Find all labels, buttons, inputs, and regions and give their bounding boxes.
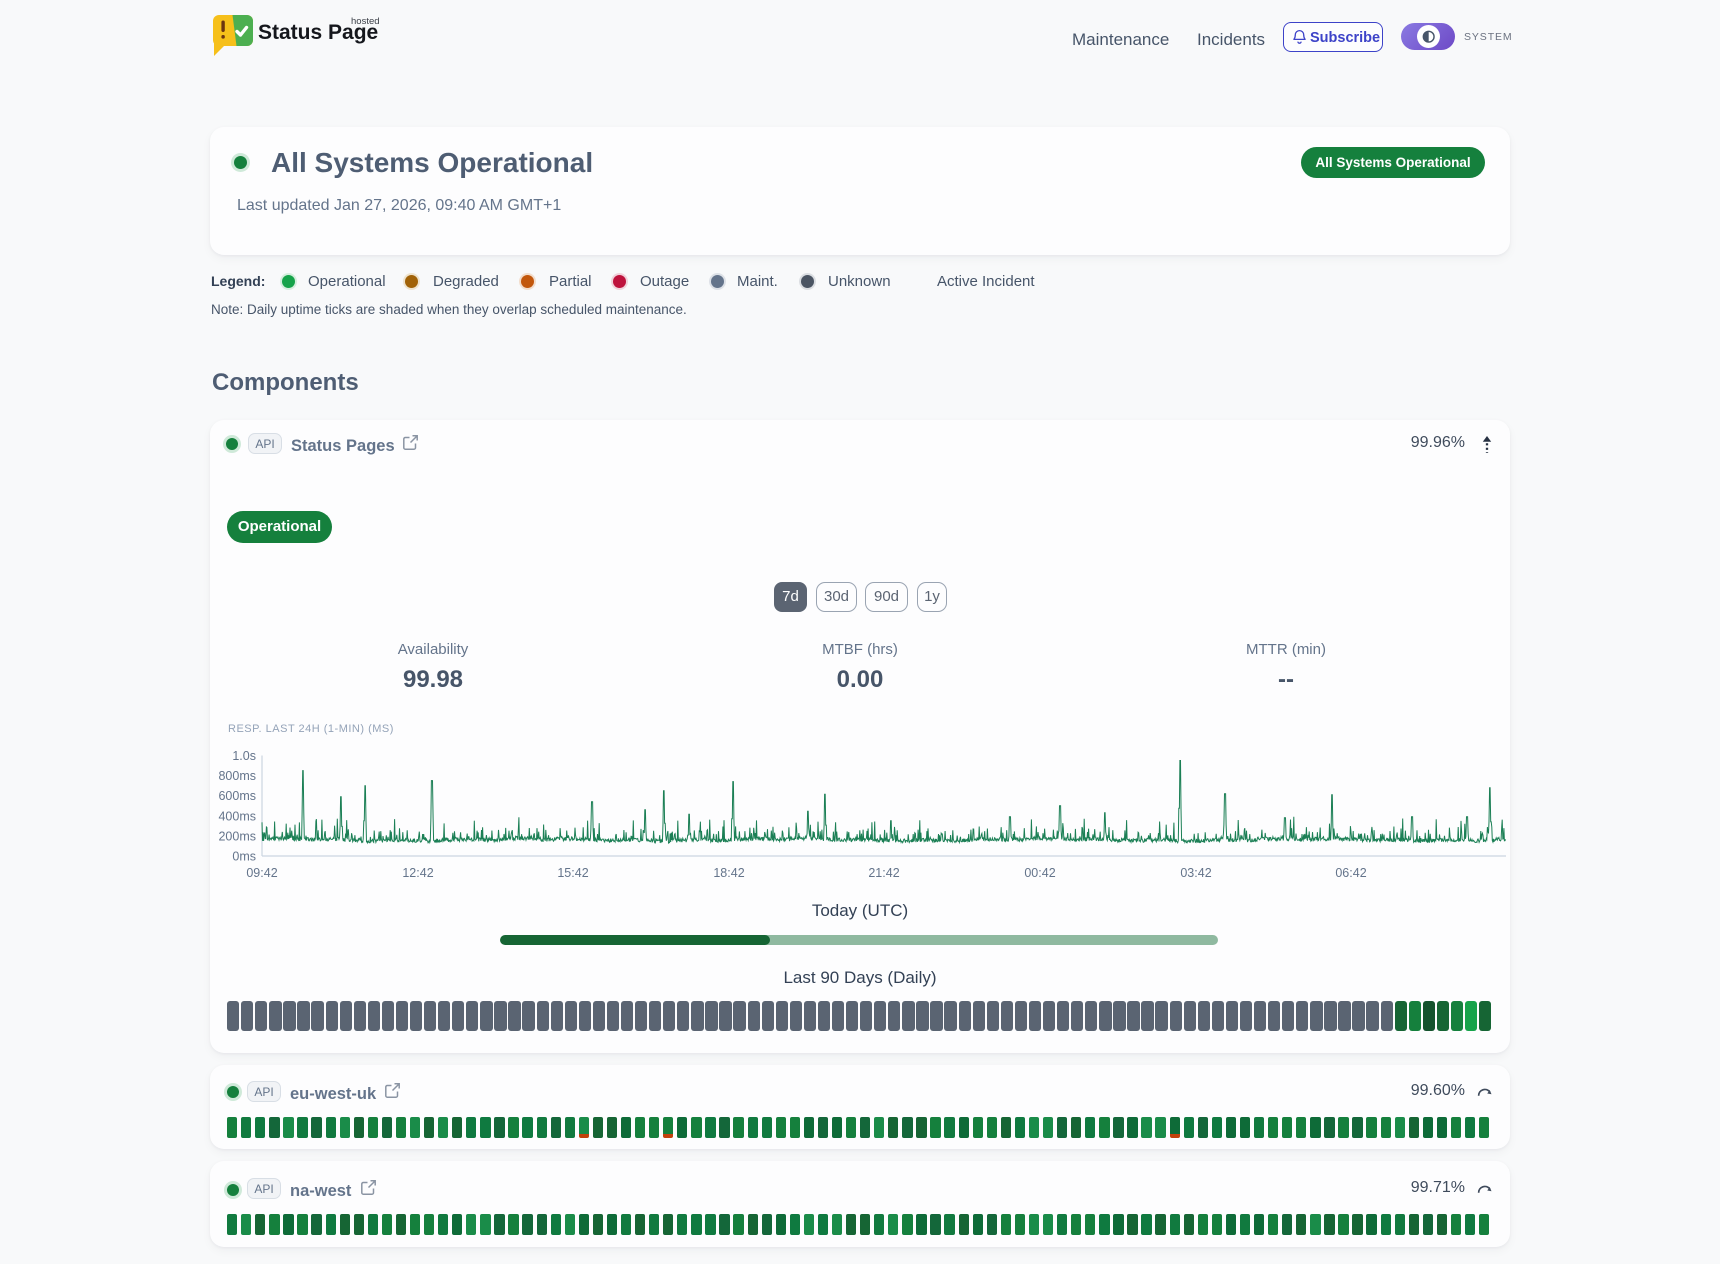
svg-text:0ms: 0ms: [232, 850, 256, 864]
svg-text:800ms: 800ms: [218, 769, 256, 783]
svg-text:06:42: 06:42: [1335, 866, 1366, 880]
svg-text:12:42: 12:42: [402, 866, 433, 880]
svg-text:03:42: 03:42: [1180, 866, 1211, 880]
svg-text:21:42: 21:42: [868, 866, 899, 880]
svg-text:09:42: 09:42: [246, 866, 277, 880]
svg-text:400ms: 400ms: [218, 809, 256, 823]
svg-text:600ms: 600ms: [218, 789, 256, 803]
svg-text:1.0s: 1.0s: [232, 749, 256, 763]
svg-text:200ms: 200ms: [218, 829, 256, 843]
svg-text:18:42: 18:42: [713, 866, 744, 880]
svg-text:15:42: 15:42: [557, 866, 588, 880]
svg-text:00:42: 00:42: [1024, 866, 1055, 880]
